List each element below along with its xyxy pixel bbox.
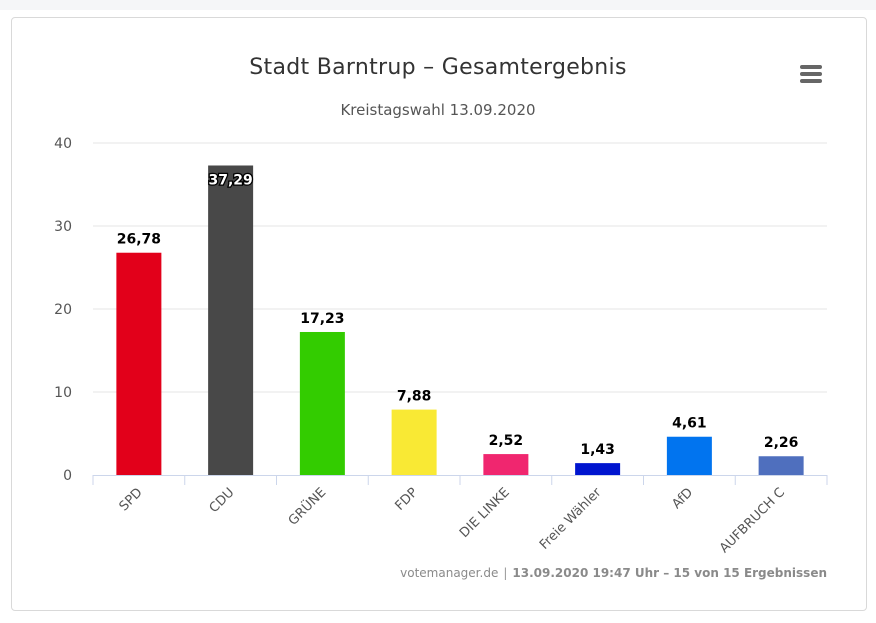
credits-source[interactable]: votemanager.de (400, 566, 499, 580)
chart-credits: votemanager.de | 13.09.2020 19:47 Uhr – 15… (400, 566, 827, 580)
x-category-label: FDP (392, 485, 421, 514)
x-category-label: CDU (207, 485, 238, 516)
bar-spd[interactable] (116, 252, 162, 475)
hamburger-menu-icon (800, 65, 822, 69)
bar-freie-wähler[interactable] (575, 463, 621, 475)
x-category-label: AfD (669, 485, 696, 512)
data-label: 1,43 (580, 442, 615, 458)
chart-menu-button[interactable] (796, 60, 826, 88)
data-label: 2,26 (764, 435, 799, 451)
x-category-label: Freie Wähler (537, 485, 605, 553)
y-axis: 0 10 20 30 40 (54, 136, 72, 484)
bar-cdu[interactable] (208, 165, 254, 476)
bar-grüne[interactable] (299, 331, 345, 475)
x-category-label: DIE LINKE (457, 485, 513, 541)
x-category-label: SPD (117, 485, 146, 514)
credits-separator: | (503, 566, 508, 580)
data-label: 7,88 (397, 389, 432, 405)
chart-subtitle: Kreistagswahl 13.09.2020 (340, 101, 536, 119)
data-labels: 26,78 37,29 17,23 7,88 2,52 1,43 4,61 2,26 (117, 171, 799, 458)
hamburger-menu-icon (800, 72, 822, 76)
data-label: 26,78 (117, 232, 161, 248)
x-category-label: AUFBRUCH C (717, 485, 788, 556)
data-label: 17,23 (300, 311, 344, 327)
y-tick-label: 0 (63, 468, 72, 484)
chart-grid (93, 142, 827, 393)
bar-aufbruch-c[interactable] (758, 456, 804, 475)
y-tick-label: 40 (54, 136, 72, 152)
chart-title: Stadt Barntrup – Gesamtergebnis (249, 55, 627, 80)
y-tick-label: 30 (54, 219, 72, 235)
bar-afd[interactable] (666, 436, 712, 475)
data-label: 37,29 (208, 172, 252, 188)
x-axis: SPD CDU GRÜNE FDP DIE LINKE Freie Wähler AfD AU… (92, 475, 828, 556)
data-label: 2,52 (489, 433, 524, 449)
y-tick-label: 10 (54, 385, 72, 401)
bars (116, 165, 804, 476)
bar-die-linke[interactable] (483, 454, 529, 475)
credits-status: 13.09.2020 19:47 Uhr – 15 von 15 Ergebni… (512, 566, 827, 580)
hamburger-menu-icon (800, 79, 822, 83)
x-category-label: GRÜNE (284, 484, 329, 529)
top-strip (0, 0, 876, 10)
y-tick-label: 20 (54, 302, 72, 318)
data-label: 4,61 (672, 416, 707, 432)
bar-fdp[interactable] (391, 409, 437, 475)
